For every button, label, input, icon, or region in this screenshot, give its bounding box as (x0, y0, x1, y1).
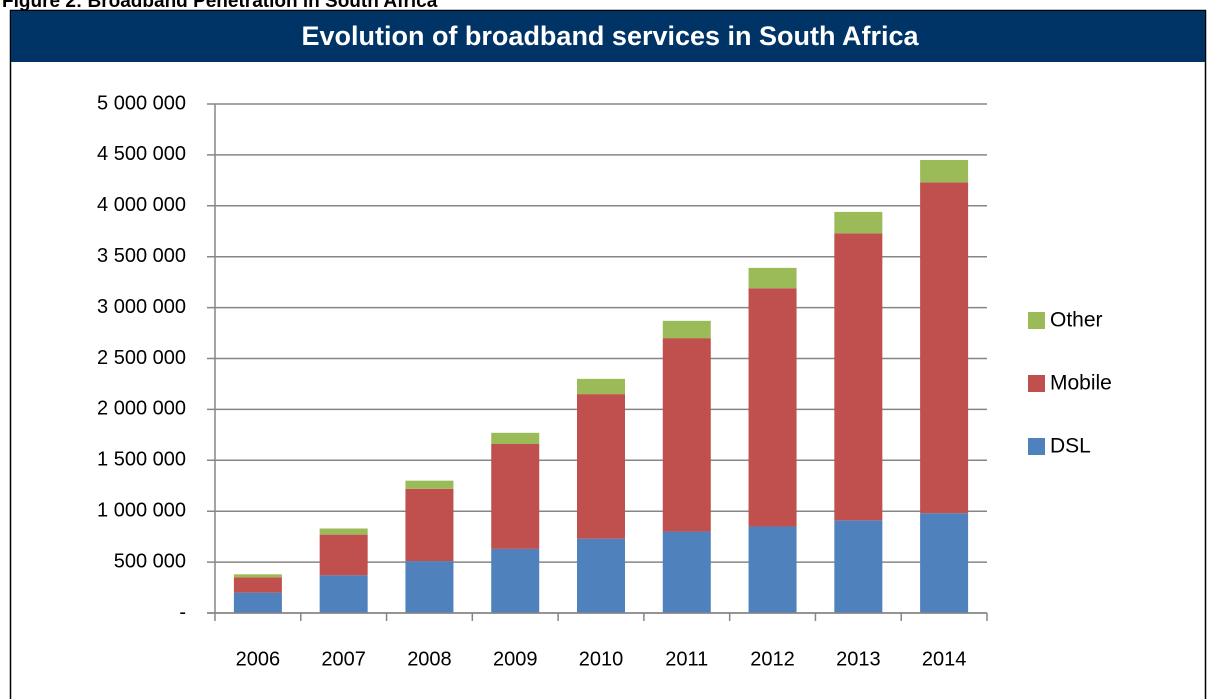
bar-segment (577, 394, 625, 539)
bar-segment (319, 528, 368, 535)
bar-segment (748, 267, 797, 289)
header-band (11, 11, 1205, 62)
legend-label: Other (1050, 309, 1103, 332)
bar-segment (748, 526, 797, 613)
bar-segment (233, 592, 282, 613)
bar-segment (491, 548, 540, 613)
y-tick-label: 1 500 000 (97, 449, 186, 471)
y-tick-label: 500 000 (114, 550, 186, 572)
bar-segment (233, 577, 282, 593)
x-tick-label: 2008 (407, 648, 452, 670)
bar-segment (491, 444, 540, 549)
bar-segment (405, 480, 454, 489)
bar-segment (662, 338, 711, 532)
y-tick-label: 3 500 000 (97, 245, 186, 267)
bar-segment (577, 538, 625, 613)
x-tick-label: 2011 (665, 648, 708, 670)
x-tick-label: 2010 (579, 648, 624, 670)
y-tick-label: - (179, 601, 186, 623)
legend-swatch (1028, 312, 1045, 329)
bar-segment (748, 288, 797, 527)
x-tick-label: 2007 (321, 648, 366, 670)
legend-swatch (1028, 375, 1045, 392)
y-tick-label: 5 000 000 (97, 92, 186, 114)
bar-segment (834, 520, 883, 613)
bar-segment (920, 513, 969, 613)
bar-segment (233, 574, 282, 578)
bar-segment (662, 320, 711, 339)
figure-title: Figure 2: Broadband Penetration in South… (2, 0, 438, 12)
bar-segment (662, 531, 711, 613)
x-tick-label: 2009 (493, 648, 538, 670)
bar-segment (920, 182, 969, 514)
bar-segment (834, 233, 883, 521)
x-tick-label: 2006 (236, 648, 281, 670)
x-tick-label: 2013 (836, 648, 881, 670)
y-tick-label: 3 000 000 (97, 296, 186, 318)
bar-segment (577, 378, 625, 395)
legend-swatch (1028, 438, 1045, 455)
bar-segment (319, 534, 368, 576)
bar-segment (405, 488, 454, 562)
y-tick-label: 4 000 000 (97, 194, 186, 216)
bar-segment (319, 575, 368, 613)
y-tick-label: 2 000 000 (97, 398, 186, 420)
legend-label: Mobile (1050, 372, 1112, 395)
bar-segment (491, 432, 540, 445)
bar-segment (834, 211, 883, 234)
legend-label: DSL (1050, 435, 1091, 458)
bar-segment (920, 159, 969, 183)
y-tick-label: 1 000 000 (97, 499, 186, 521)
x-tick-label: 2012 (750, 648, 795, 670)
y-tick-label: 4 500 000 (97, 143, 186, 165)
bar-segment (405, 561, 454, 613)
y-tick-label: 2 500 000 (97, 347, 186, 369)
x-tick-label: 2014 (922, 648, 967, 670)
chart-title: Evolution of broadband services in South… (301, 21, 919, 51)
